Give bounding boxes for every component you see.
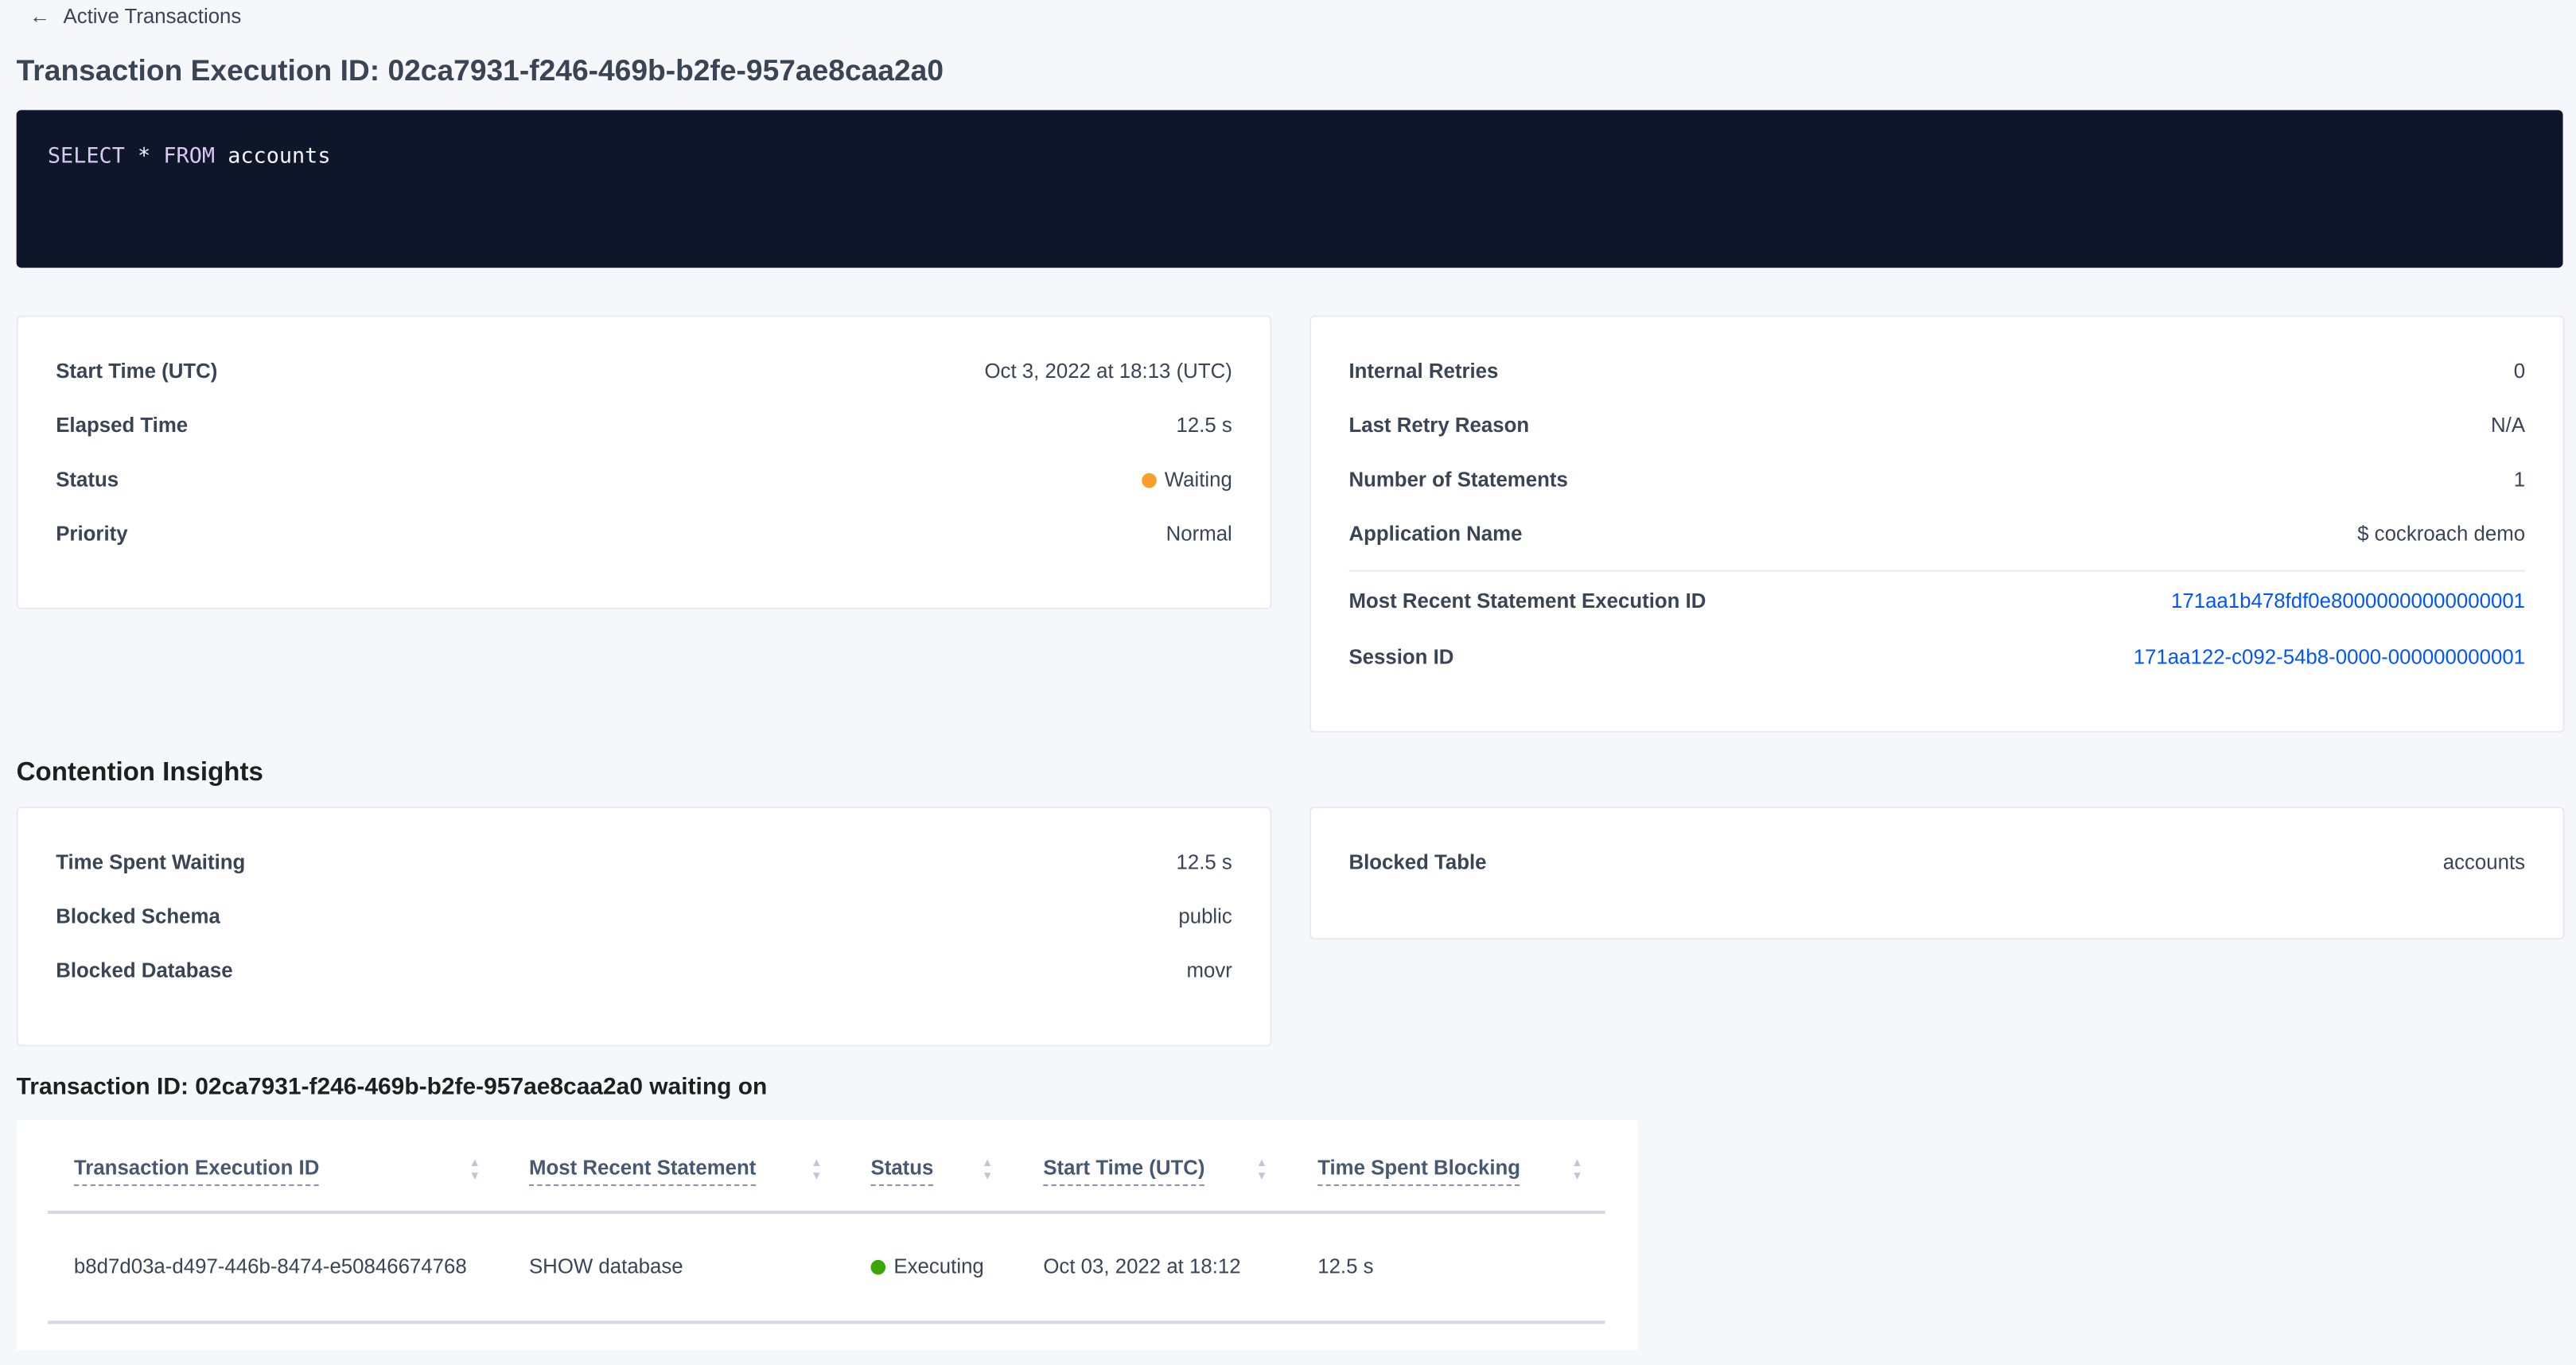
detail-label: Most Recent Statement Execution ID (1348, 589, 1706, 613)
statement-execution-id-link[interactable]: 171aa1b478fdf0e80000000000000001 (2170, 589, 2526, 613)
column-header-transaction-execution-id[interactable]: Transaction Execution ID (73, 1157, 320, 1187)
detail-row: Internal Retries 0 (1348, 360, 2525, 383)
detail-value: Normal (1165, 522, 1232, 546)
sql-keyword: SELECT (47, 144, 125, 169)
sql-token: accounts (215, 144, 331, 169)
detail-row: Status Waiting (56, 469, 1232, 492)
detail-label: Elapsed Time (56, 414, 189, 438)
detail-label: Priority (56, 522, 128, 546)
sort-icon[interactable]: ▲ ▼ (1255, 1157, 1268, 1183)
time-spent-blocking-cell: 12.5 s (1317, 1254, 1374, 1278)
detail-value: 12.5 s (1176, 414, 1232, 438)
statement-cell: SHOW database (528, 1254, 683, 1278)
transaction-execution-id-cell: b8d7d03a-d497-446b-8474-e50846674768 (73, 1254, 467, 1278)
detail-value: 12.5 s (1176, 850, 1232, 874)
sql-token: * (124, 144, 164, 169)
detail-row: Start Time (UTC) Oct 3, 2022 at 18:13 (UT… (56, 360, 1232, 383)
summary-card-right: Internal Retries 0 Last Retry Reason N/A N… (1309, 315, 2565, 733)
sql-text: SELECT * FROM accounts (48, 145, 331, 169)
detail-label: Last Retry Reason (1348, 414, 1530, 438)
detail-label: Number of Statements (1348, 468, 1568, 492)
detail-row: Blocked Table accounts (1348, 851, 2525, 874)
detail-row: Time Spent Waiting 12.5 s (56, 851, 1232, 874)
detail-value: 0 (2513, 360, 2526, 383)
status-text: Executing (893, 1254, 984, 1278)
detail-row: Blocked Database movr (56, 959, 1232, 982)
row-divider (47, 1320, 1605, 1324)
back-link-label: Active Transactions (63, 5, 242, 29)
detail-label: Application Name (1348, 522, 1523, 546)
sql-statement-box: SELECT * FROM accounts (16, 110, 2563, 268)
status-cell: Executing (870, 1254, 984, 1278)
back-to-active-transactions-link[interactable]: ← Active Transactions (29, 5, 241, 28)
start-time-cell: Oct 03, 2022 at 18:12 (1043, 1254, 1241, 1278)
contention-insights-heading: Contention Insights (16, 759, 263, 788)
detail-value: accounts (2442, 850, 2526, 874)
detail-value: 1 (2513, 468, 2526, 492)
detail-row: Priority Normal (56, 523, 1232, 546)
column-header-status[interactable]: Status (870, 1157, 934, 1187)
waiting-on-heading: Transaction ID: 02ca7931-f246-469b-b2fe-… (16, 1074, 768, 1101)
sort-icon[interactable]: ▲ ▼ (981, 1157, 994, 1183)
detail-label: Session ID (1348, 645, 1454, 669)
session-id-link[interactable]: 171aa122-c092-54b8-0000-000000000001 (2133, 645, 2526, 669)
divider (1348, 570, 2526, 572)
waiting-on-table: Transaction Execution ID ▲ ▼ Most Recent … (16, 1120, 1638, 1351)
detail-label: Time Spent Waiting (56, 850, 246, 874)
sort-icon[interactable]: ▲ ▼ (469, 1157, 481, 1183)
column-header-start-time[interactable]: Start Time (UTC) (1043, 1157, 1205, 1187)
status-text: Waiting (1164, 468, 1232, 492)
detail-row: Most Recent Statement Execution ID 171aa1… (1348, 589, 2525, 612)
detail-row: Blocked Schema public (56, 905, 1232, 928)
detail-value: Oct 3, 2022 at 18:13 (UTC) (984, 360, 1232, 383)
detail-row: Session ID 171aa122-c092-54b8-0000-000000… (1348, 646, 2525, 669)
detail-value: N/A (2491, 414, 2526, 438)
detail-label: Blocked Schema (56, 904, 220, 928)
detail-label: Internal Retries (1348, 360, 1499, 383)
sort-icon[interactable]: ▲ ▼ (1571, 1157, 1583, 1183)
header-divider (47, 1210, 1605, 1214)
detail-label: Blocked Database (56, 959, 233, 982)
detail-label: Status (56, 468, 119, 492)
status-badge: Waiting (1141, 468, 1232, 492)
sql-keyword: FROM (163, 144, 216, 169)
detail-row: Application Name $ cockroach demo (1348, 523, 2525, 546)
arrow-left-icon: ← (29, 5, 50, 29)
column-header-time-spent-blocking[interactable]: Time Spent Blocking (1317, 1157, 1521, 1187)
column-header-most-recent-statement[interactable]: Most Recent Statement (528, 1157, 757, 1187)
contention-card-right: Blocked Table accounts (1309, 806, 2565, 940)
detail-value: $ cockroach demo (2357, 522, 2526, 546)
detail-value: movr (1186, 959, 1232, 982)
sort-icon[interactable]: ▲ ▼ (811, 1157, 823, 1183)
page-title: Transaction Execution ID: 02ca7931-f246-… (16, 54, 944, 88)
status-dot-icon (1141, 472, 1157, 488)
detail-row: Last Retry Reason N/A (1348, 414, 2525, 437)
summary-card-left: Start Time (UTC) Oct 3, 2022 at 18:13 (UT… (16, 315, 1272, 610)
status-dot-icon (870, 1258, 886, 1274)
detail-value: public (1178, 904, 1232, 928)
detail-label: Blocked Table (1348, 850, 1487, 874)
detail-row: Number of Statements 1 (1348, 469, 2525, 492)
detail-row: Elapsed Time 12.5 s (56, 414, 1232, 437)
detail-label: Start Time (UTC) (56, 360, 218, 383)
contention-card-left: Time Spent Waiting 12.5 s Blocked Schema p… (16, 806, 1272, 1047)
